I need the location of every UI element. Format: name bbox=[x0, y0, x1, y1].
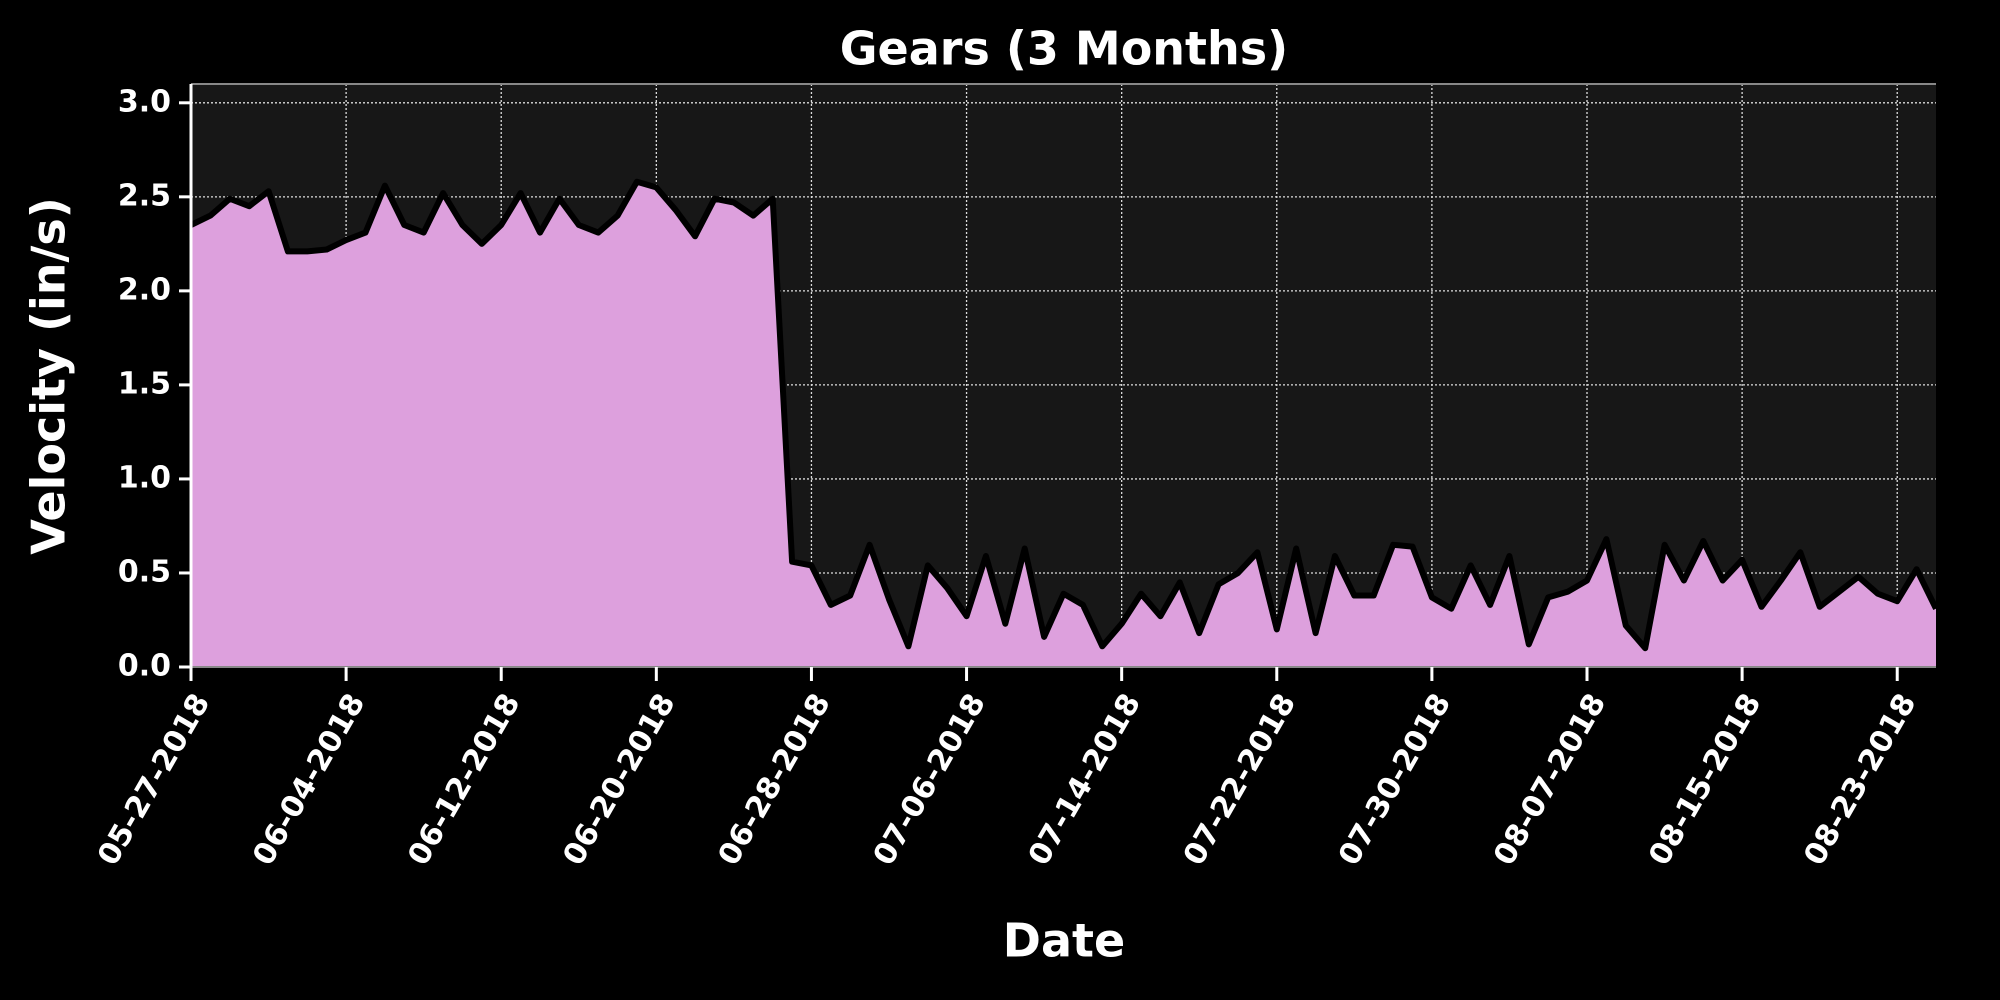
y-tick-label: 1.0 bbox=[118, 460, 171, 495]
chart-title: Gears (3 Months) bbox=[840, 22, 1288, 76]
y-tick-label: 0.5 bbox=[118, 554, 171, 589]
area-fill bbox=[191, 181, 1936, 668]
y-tick-label: 1.5 bbox=[118, 366, 171, 401]
area-line bbox=[189, 178, 1939, 652]
y-tick-label: 2.5 bbox=[118, 178, 171, 213]
y-tick-label: 0.0 bbox=[118, 649, 171, 684]
y-axis-label: Velocity (in/s) bbox=[22, 197, 76, 554]
y-tick-label: 3.0 bbox=[118, 84, 171, 119]
y-tick-label: 2.0 bbox=[118, 272, 171, 307]
x-axis-label: Date bbox=[1003, 914, 1125, 968]
